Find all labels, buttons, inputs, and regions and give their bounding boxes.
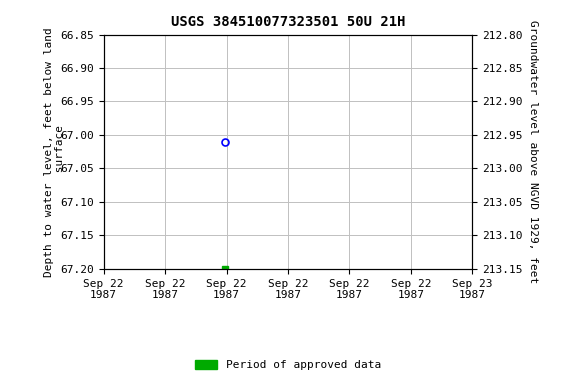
Y-axis label: Groundwater level above NGVD 1929, feet: Groundwater level above NGVD 1929, feet xyxy=(528,20,538,283)
Title: USGS 384510077323501 50U 21H: USGS 384510077323501 50U 21H xyxy=(170,15,406,29)
Y-axis label: Depth to water level, feet below land
 surface: Depth to water level, feet below land su… xyxy=(44,27,66,276)
Legend: Period of approved data: Period of approved data xyxy=(191,356,385,375)
